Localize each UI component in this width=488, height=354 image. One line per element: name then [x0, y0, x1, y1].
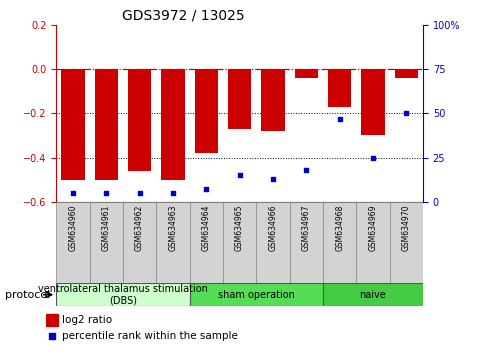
Bar [289, 202, 322, 285]
Bar [389, 202, 422, 285]
Bar [322, 283, 422, 306]
Bar [161, 69, 184, 180]
Bar [223, 202, 256, 285]
Text: GSM634970: GSM634970 [401, 204, 410, 251]
Point [368, 155, 376, 160]
Bar [227, 69, 251, 129]
Text: protocol: protocol [5, 290, 50, 300]
Text: GSM634967: GSM634967 [301, 204, 310, 251]
Point [268, 176, 276, 182]
Text: ventrolateral thalamus stimulation
(DBS): ventrolateral thalamus stimulation (DBS) [38, 284, 207, 306]
Text: GSM634963: GSM634963 [168, 204, 177, 251]
Bar [261, 69, 284, 131]
Bar [61, 69, 84, 180]
Bar [89, 202, 122, 285]
Text: log2 ratio: log2 ratio [62, 315, 112, 325]
Bar [327, 69, 350, 107]
Bar [256, 202, 289, 285]
Text: GSM634962: GSM634962 [135, 204, 144, 251]
Point [402, 110, 409, 116]
Bar [56, 202, 89, 285]
Point [302, 167, 309, 173]
Bar [356, 202, 389, 285]
Text: GSM634968: GSM634968 [334, 204, 344, 251]
Bar [46, 314, 58, 326]
Bar [189, 202, 223, 285]
Bar [122, 202, 156, 285]
Point [69, 190, 77, 196]
Text: GSM634969: GSM634969 [368, 204, 377, 251]
Bar [294, 69, 317, 78]
Bar [156, 202, 189, 285]
Point [48, 333, 56, 339]
Bar [94, 69, 118, 180]
Point [202, 187, 210, 192]
Point [335, 116, 343, 121]
Bar [56, 283, 189, 306]
Point [169, 190, 177, 196]
Point [135, 190, 143, 196]
Text: sham operation: sham operation [217, 290, 294, 300]
Text: percentile rank within the sample: percentile rank within the sample [62, 331, 238, 341]
Bar [361, 69, 384, 136]
Bar [394, 69, 417, 78]
Bar [189, 283, 322, 306]
Text: GSM634966: GSM634966 [268, 204, 277, 251]
Text: GSM634960: GSM634960 [68, 204, 77, 251]
Text: GSM634965: GSM634965 [235, 204, 244, 251]
Text: GSM634961: GSM634961 [102, 204, 110, 251]
Bar [194, 69, 218, 153]
Point [102, 190, 110, 196]
Text: GDS3972 / 13025: GDS3972 / 13025 [122, 8, 244, 22]
Bar [322, 202, 356, 285]
Text: naive: naive [359, 290, 386, 300]
Point [235, 172, 243, 178]
Bar [128, 69, 151, 171]
Text: GSM634964: GSM634964 [202, 204, 210, 251]
